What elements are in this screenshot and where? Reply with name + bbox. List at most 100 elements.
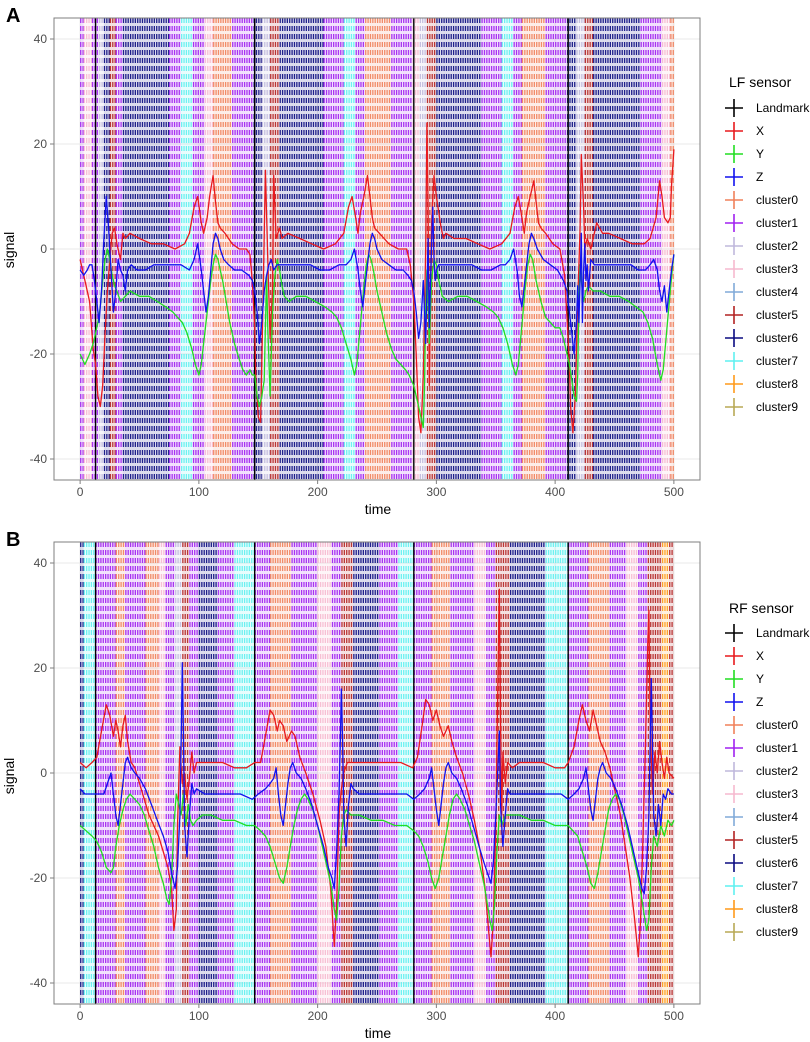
cluster-band-fill: [204, 18, 214, 480]
cluster-band-fill: [567, 18, 577, 480]
x-tick-label: 200: [308, 485, 328, 499]
series-line-y: [79, 248, 675, 429]
x-tick-label: 200: [308, 1009, 328, 1023]
y-tick-label: -40: [30, 452, 48, 466]
legend-label: cluster9: [756, 400, 798, 414]
cluster-segment-cluster6: [593, 18, 641, 480]
cluster-segment-cluster1: [609, 542, 627, 1004]
legend-label: cluster4: [756, 810, 798, 824]
cluster-segment-cluster1: [115, 18, 123, 480]
x-axis-title: time: [365, 1025, 392, 1041]
legend-item-cluster4: cluster4: [725, 808, 798, 826]
cluster-band-fill: [412, 18, 420, 480]
legend-item-cluster6: cluster6: [725, 329, 798, 347]
cluster-segment-cluster0: [365, 18, 392, 480]
cluster-segment-cluster7: [545, 542, 569, 1004]
legend-item-cluster7: cluster7: [725, 877, 798, 895]
cluster-segment-cluster1: [125, 542, 146, 1004]
legend-item-cluster5: cluster5: [725, 306, 798, 324]
cluster-band-fill: [181, 18, 193, 480]
y-tick-label: 40: [34, 32, 48, 46]
cluster-segment-cluster1: [254, 542, 271, 1004]
x-tick-label: 0: [77, 485, 84, 499]
legend-label: cluster3: [756, 262, 798, 276]
cluster-segment-cluster3: [317, 542, 332, 1004]
cluster-segment-cluster6: [436, 18, 482, 480]
legend-item-y: Y: [725, 145, 764, 163]
legend-item-z: Z: [725, 693, 763, 711]
cluster-band-fill: [513, 18, 522, 480]
legend-label: Landmark: [756, 626, 810, 640]
cluster-band-fill: [182, 542, 190, 1004]
cluster-segment-cluster1: [379, 542, 399, 1004]
legend-title: LF sensor: [729, 74, 792, 90]
cluster-band-fill: [474, 542, 487, 1004]
legend-item-y: Y: [725, 670, 764, 688]
legend-item-cluster0: cluster0: [725, 191, 798, 209]
cluster-segment-cluster0: [431, 542, 451, 1004]
cluster-segment-cluster6: [353, 542, 380, 1004]
cluster-segment-cluster3: [83, 18, 93, 480]
legend-label: X: [756, 124, 764, 138]
cluster-band-fill: [270, 18, 280, 480]
cluster-band-fill: [419, 18, 427, 480]
cluster-band-fill: [165, 542, 176, 1004]
cluster-segment-cluster5: [270, 18, 280, 480]
cluster-segment-cluster1: [355, 18, 366, 480]
legend-label: cluster2: [756, 239, 798, 253]
cluster-segment-cluster0: [115, 542, 126, 1004]
cluster-band-fill: [331, 542, 342, 1004]
cluster-segment-cluster7: [501, 18, 514, 480]
x-tick-label: 500: [664, 485, 684, 499]
cluster-segment-cluster1: [323, 18, 344, 480]
cluster-band-fill: [670, 18, 674, 480]
cluster-segment-cluster1: [640, 18, 662, 480]
cluster-segment-cluster6: [80, 542, 84, 1004]
series-line-z: [79, 662, 674, 895]
cluster-band-fill: [254, 542, 271, 1004]
x-tick-label: 500: [664, 1009, 684, 1023]
cluster-bands: [80, 542, 674, 1004]
legend-label: cluster7: [756, 879, 798, 893]
legend-label: cluster4: [756, 285, 798, 299]
legend-item-cluster9: cluster9: [725, 923, 798, 941]
cluster-band-fill: [669, 542, 674, 1004]
cluster-segment-cluster1: [513, 18, 522, 480]
legend-label: cluster6: [756, 331, 798, 345]
legend-label: cluster1: [756, 216, 798, 230]
legend-label: Y: [756, 672, 764, 686]
cluster-segment-cluster6: [198, 542, 218, 1004]
legend-title: RF sensor: [729, 600, 794, 616]
cluster-segment-cluster0: [521, 18, 546, 480]
legend-label: cluster9: [756, 925, 798, 939]
cluster-segment-cluster0: [670, 18, 674, 480]
series-line-z: [79, 195, 675, 355]
cluster-segment-cluster3: [204, 18, 214, 480]
legend-item-cluster0: cluster0: [725, 716, 798, 734]
y-tick-label: 20: [34, 661, 48, 675]
series-line-x: [79, 588, 675, 958]
cluster-segment-cluster3: [158, 542, 166, 1004]
series-group: [79, 122, 675, 434]
legend-label: cluster0: [756, 193, 798, 207]
legend-label: cluster8: [756, 377, 798, 391]
legend-item-cluster1: cluster1: [725, 214, 798, 232]
x-tick-label: 0: [77, 1009, 84, 1023]
legend-item-cluster9: cluster9: [725, 398, 798, 416]
legend-item-cluster3: cluster3: [725, 785, 798, 803]
legend-label: Z: [756, 170, 763, 184]
y-tick-label: -40: [30, 976, 48, 990]
cluster-segment-cluster7: [181, 18, 193, 480]
legend-item-z: Z: [725, 168, 763, 186]
legend-item-cluster4: cluster4: [725, 283, 798, 301]
cluster-band-fill: [80, 542, 84, 1004]
y-axis-title: signal: [1, 232, 17, 269]
cluster-segment-cluster0: [213, 18, 233, 480]
cluster-segment-cluster1: [217, 542, 235, 1004]
series-line-y: [79, 793, 675, 932]
cluster-band-fill: [341, 542, 354, 1004]
legend-label: Landmark: [756, 101, 810, 115]
cluster-segment-cluster1: [413, 542, 432, 1004]
